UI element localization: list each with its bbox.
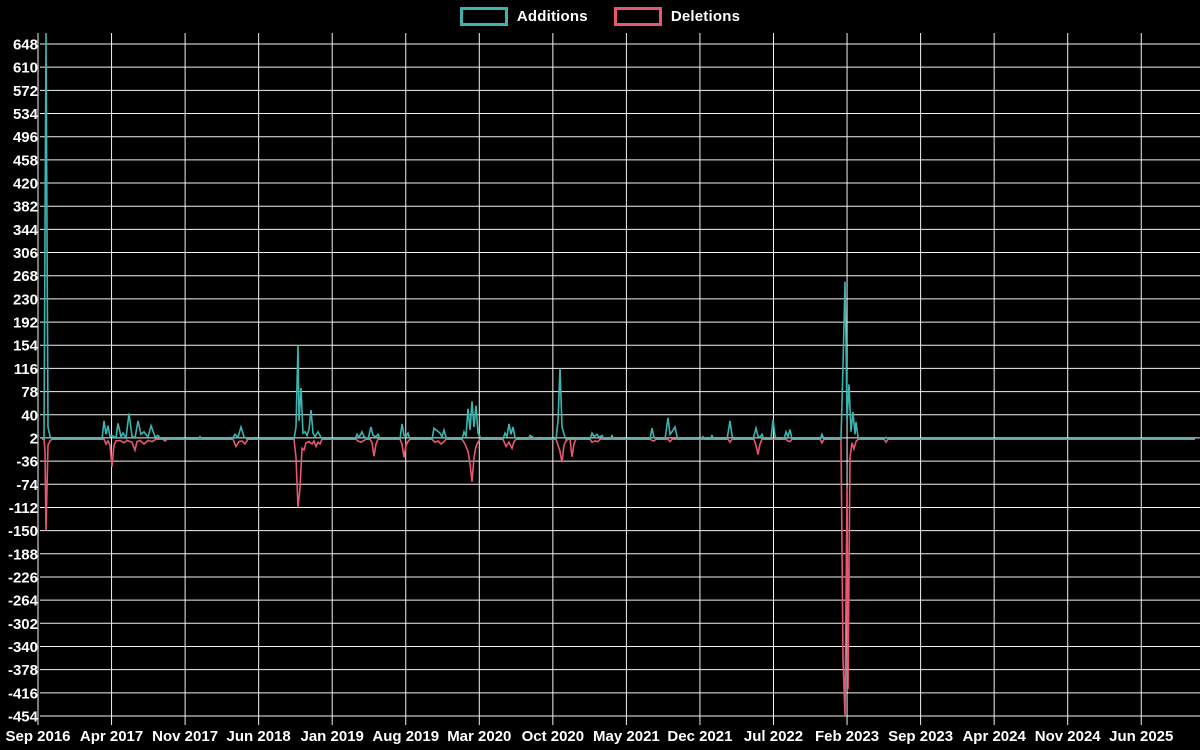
x-tick-label: Jan 2019: [301, 728, 364, 745]
deletions-swatch-icon: [613, 7, 662, 26]
y-tick-label: -226: [8, 569, 38, 586]
x-tick-label: Jun 2025: [1109, 728, 1173, 745]
y-tick-label: 458: [13, 152, 38, 169]
legend-label-additions: Additions: [516, 8, 588, 25]
y-tick-label: -340: [8, 639, 38, 656]
y-tick-label: 382: [13, 199, 38, 216]
x-tick-label: Sep 2023: [888, 728, 953, 745]
legend: Additions Deletions: [0, 7, 1200, 26]
y-tick-label: -112: [9, 500, 38, 517]
y-tick-label: -454: [8, 709, 39, 726]
y-tick-label: 154: [13, 338, 39, 355]
deletions-line: [42, 438, 1195, 717]
y-tick-label: 40: [21, 407, 38, 424]
x-tick-label: Apr 2017: [80, 728, 143, 745]
y-tick-label: -188: [8, 546, 38, 563]
y-tick-label: 344: [13, 222, 39, 239]
y-tick-label: 230: [13, 291, 38, 308]
x-tick-label: Feb 2023: [815, 728, 879, 745]
y-tick-label: 116: [14, 361, 38, 378]
y-tick-label: -416: [8, 685, 38, 702]
additions-swatch-icon: [459, 7, 508, 26]
y-tick-label: 192: [13, 315, 38, 332]
y-tick-label: -150: [8, 523, 38, 540]
legend-label-deletions: Deletions: [670, 8, 741, 25]
x-tick-label: Jul 2022: [744, 728, 803, 745]
y-tick-label: 2: [30, 430, 38, 447]
x-tick-label: Aug 2019: [372, 728, 439, 745]
x-tick-label: Mar 2020: [447, 728, 511, 745]
y-tick-label: 648: [13, 37, 38, 54]
x-tick-label: May 2021: [593, 728, 660, 745]
y-tick-label: 306: [13, 245, 38, 262]
y-tick-label: -378: [8, 662, 38, 679]
x-tick-label: Nov 2017: [152, 728, 218, 745]
legend-item-additions[interactable]: Additions: [459, 7, 588, 26]
y-tick-label: 496: [13, 129, 38, 146]
y-tick-label: 78: [21, 384, 38, 401]
additions-line: [42, 32, 1195, 441]
x-tick-label: Oct 2020: [522, 728, 585, 745]
y-tick-label: -74: [16, 477, 38, 494]
y-tick-label: 610: [13, 60, 38, 77]
y-tick-label: 268: [13, 268, 38, 285]
x-tick-label: Nov 2024: [1035, 728, 1102, 745]
legend-item-deletions[interactable]: Deletions: [613, 7, 741, 26]
x-tick-label: Sep 2016: [5, 728, 70, 745]
y-tick-label: -302: [8, 616, 38, 633]
y-gridlines: 648 610 572 534 496 458 420 382 344 306 268 230 192 1…: [8, 37, 1200, 726]
y-tick-label: 534: [13, 106, 39, 123]
y-tick-label: -36: [16, 454, 38, 471]
x-tick-label: Apr 2024: [962, 728, 1026, 745]
x-tick-label: Jun 2018: [227, 728, 291, 745]
x-gridlines: Sep 2016 Apr 2017 Nov 2017 Jun 2018 Jan 2019…: [5, 33, 1173, 745]
y-tick-label: 572: [13, 83, 38, 100]
y-tick-label: 420: [13, 176, 38, 193]
y-tick-label: -264: [8, 593, 39, 610]
x-tick-label: Dec 2021: [667, 728, 732, 745]
